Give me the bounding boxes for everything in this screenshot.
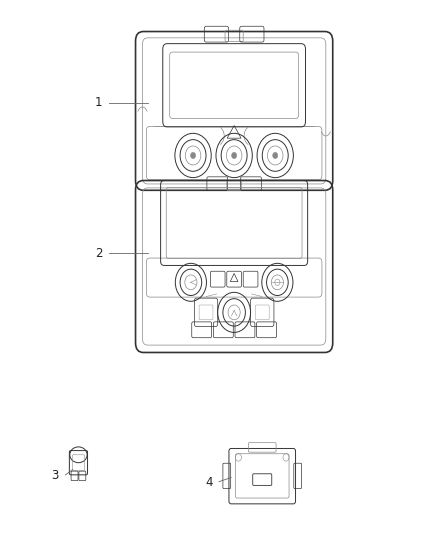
Circle shape bbox=[232, 152, 237, 159]
Text: 1: 1 bbox=[95, 96, 102, 109]
Text: 4: 4 bbox=[205, 477, 212, 489]
Text: 3: 3 bbox=[52, 470, 59, 482]
Circle shape bbox=[272, 152, 278, 159]
Text: 2: 2 bbox=[95, 247, 102, 260]
Circle shape bbox=[191, 152, 196, 159]
